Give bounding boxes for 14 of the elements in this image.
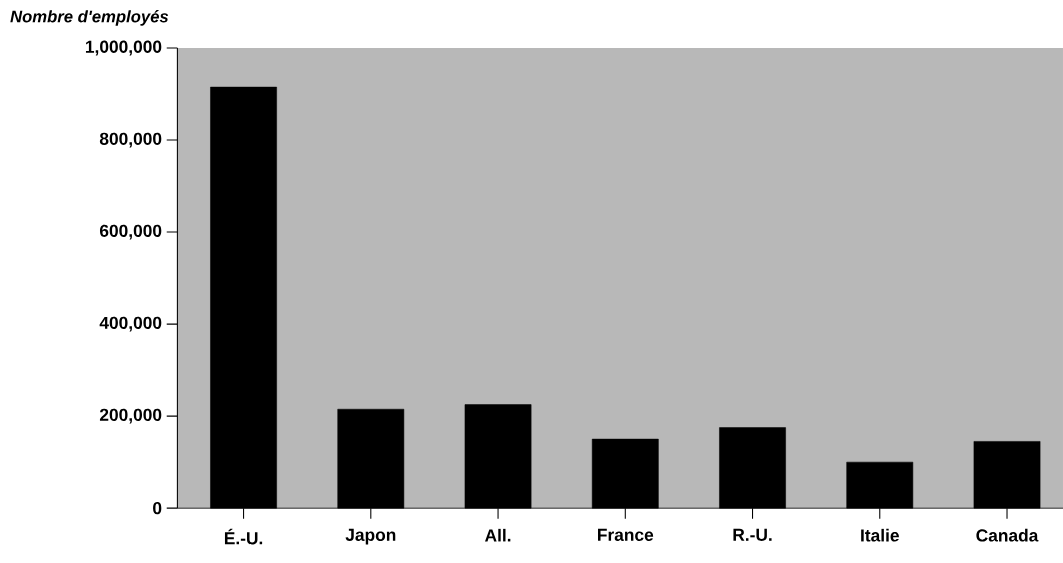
x-tick-label: Italie [861,528,899,542]
x-tick-label: É.-U. [224,528,263,545]
y-tick-label: 200,000 [99,408,162,424]
y-tick-label: 600,000 [99,224,162,240]
x-tick-label: R.-U. [733,528,772,542]
y-tick-label: 0 [153,502,162,515]
x-tick-label: Japon [345,528,396,545]
y-tick-label: 800,000 [99,132,162,148]
y-axis-title: Nombre d'employés [10,10,169,26]
y-tick-label: 400,000 [99,316,162,332]
x-tick-label: France [598,528,654,542]
x-tick-label: All. [485,528,511,542]
y-tick-label: 1,000,000 [85,40,162,56]
x-tick-label: Canada [976,528,1039,542]
